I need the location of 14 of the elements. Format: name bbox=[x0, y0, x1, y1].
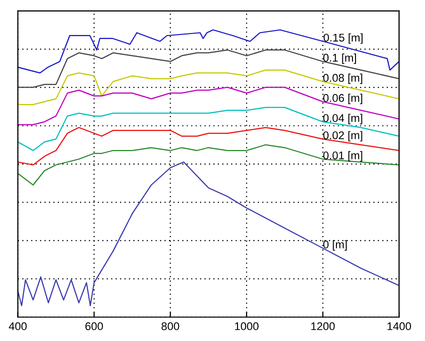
series-label: 0.04 [m] bbox=[323, 114, 362, 124]
series-label: 0.08 [m] bbox=[323, 74, 362, 84]
x-tick-label: 1000 bbox=[235, 322, 259, 330]
series-label: 0.01 [m] bbox=[323, 151, 362, 162]
x-tick-label: 1400 bbox=[388, 322, 411, 330]
series-label: 0 [m] bbox=[323, 240, 347, 251]
x-tick-label: 800 bbox=[162, 322, 180, 330]
x-tick-label: 400 bbox=[8, 322, 27, 330]
x-tick-label: 1200 bbox=[311, 322, 335, 330]
series-label: 0.15 [m] bbox=[324, 33, 363, 44]
series-label: 0.02 [m] bbox=[323, 131, 362, 142]
series-label: 0.06 [m] bbox=[323, 94, 362, 104]
x-tick-label: 600 bbox=[85, 322, 103, 330]
series-label: 0.1 [m] bbox=[323, 54, 356, 64]
